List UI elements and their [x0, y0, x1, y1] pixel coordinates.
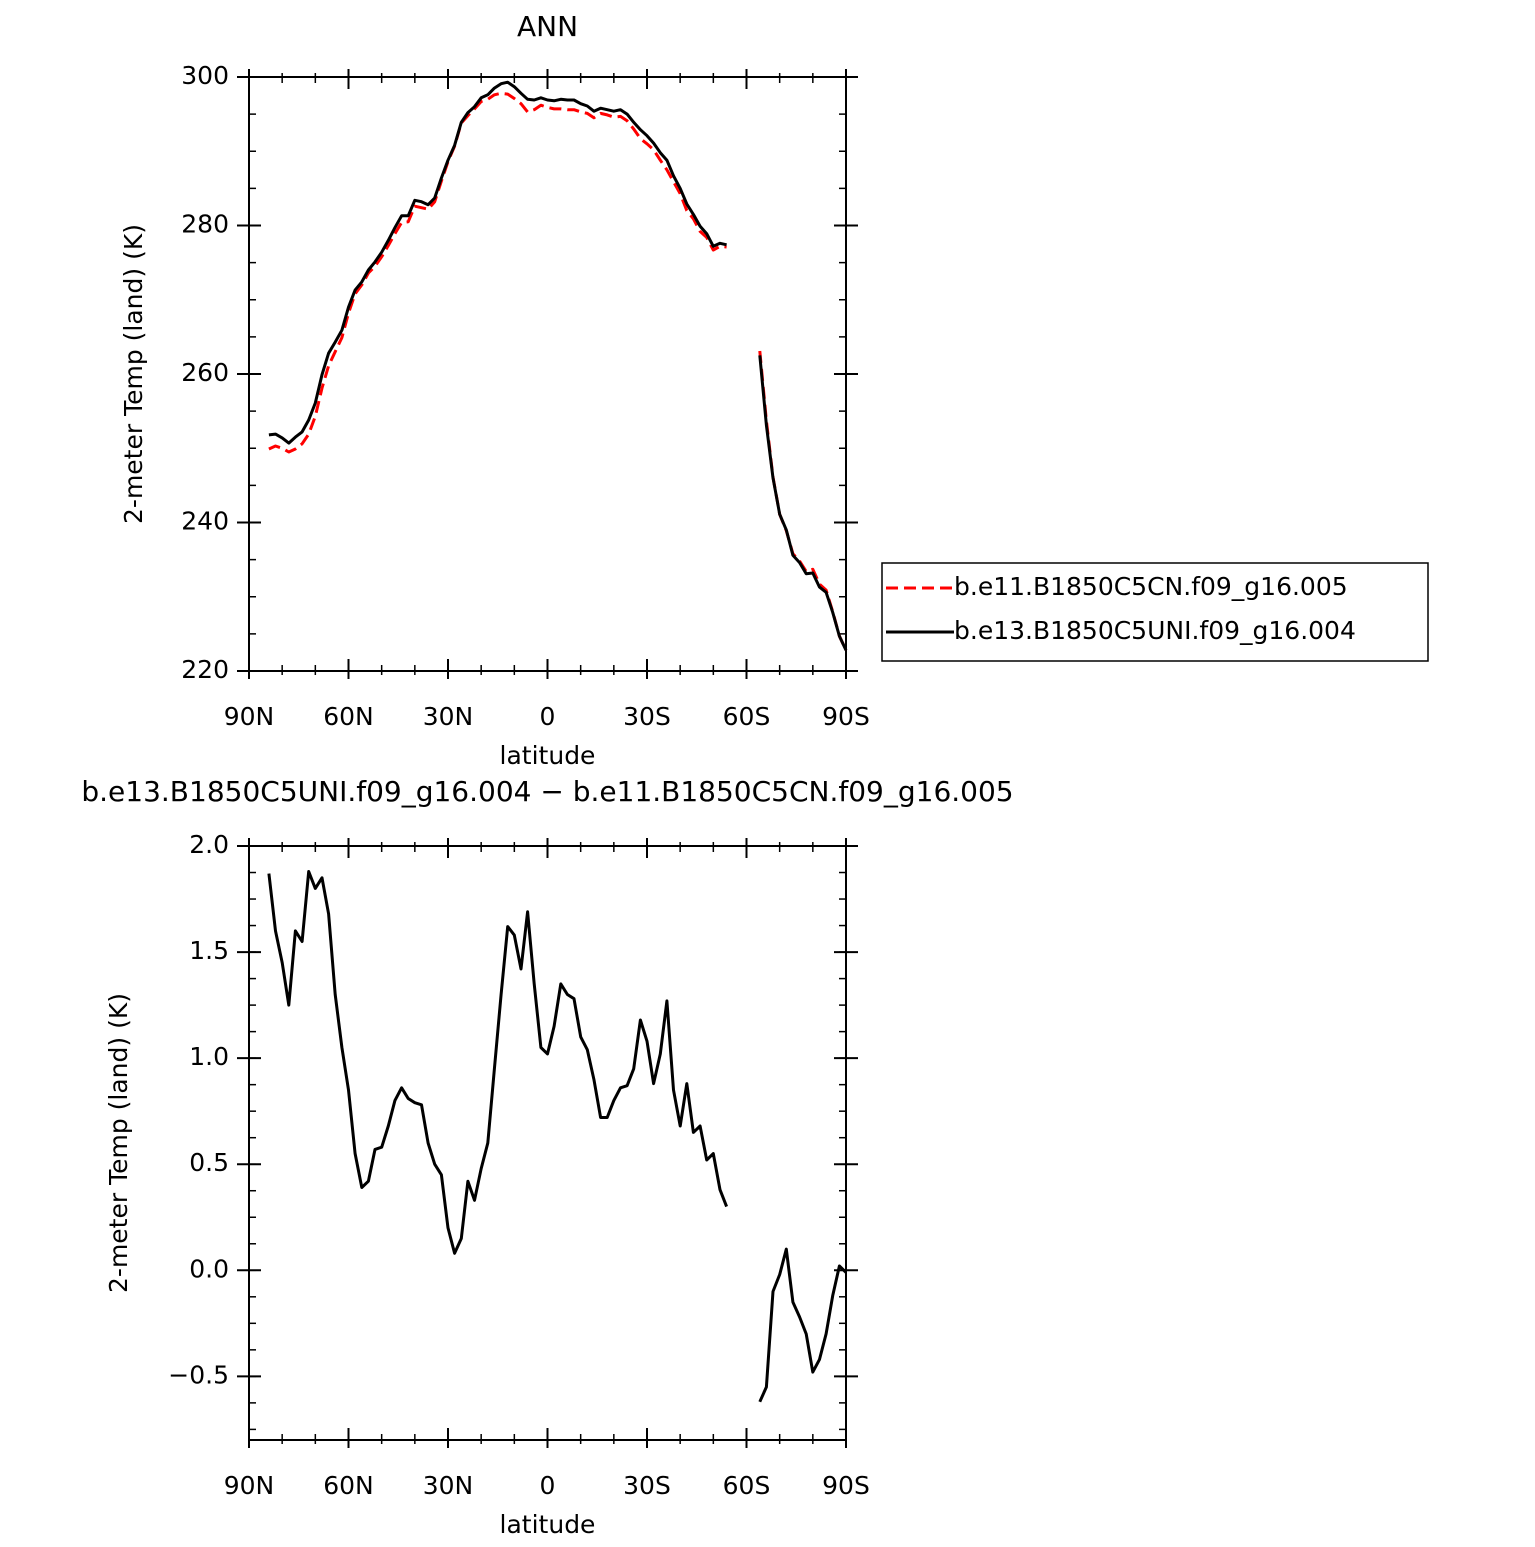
series-line: [268, 91, 848, 651]
y-tick-label: 1.5: [189, 936, 229, 965]
y-tick-label: 280: [181, 210, 229, 239]
x-tick-label: 30N: [423, 702, 474, 731]
x-tick-label: 60S: [723, 1471, 771, 1500]
legend-label: b.e13.B1850C5UNI.f09_g16.004: [954, 616, 1356, 645]
x-tick-label: 90N: [224, 702, 275, 731]
y-tick-label: 300: [181, 61, 229, 90]
x-tick-label: 0: [540, 1471, 556, 1500]
x-axis-label: latitude: [500, 1510, 596, 1539]
chart-title: b.e13.B1850C5UNI.f09_g16.004 − b.e11.B18…: [81, 775, 1013, 808]
legend-box: [881, 562, 1429, 662]
y-tick-label: 0.0: [189, 1254, 229, 1283]
x-tick-label: 30S: [623, 1471, 671, 1500]
y-axis-label: 2-meter Temp (land) (K): [104, 993, 133, 1293]
series-line: [267, 870, 848, 1403]
chart-title: ANN: [517, 10, 578, 43]
y-tick-label: 1.0: [189, 1042, 229, 1071]
x-tick-label: 30N: [423, 1471, 474, 1500]
x-axis-label: latitude: [500, 741, 596, 770]
plot-frame: [248, 76, 847, 672]
x-tick-label: 90N: [224, 1471, 275, 1500]
x-tick-label: 60N: [323, 702, 374, 731]
y-tick-label: 260: [181, 358, 229, 387]
y-tick-label: −0.5: [168, 1360, 229, 1389]
y-axis-label: 2-meter Temp (land) (K): [119, 224, 148, 524]
y-tick-label: 240: [181, 507, 229, 536]
y-tick-label: 220: [181, 655, 229, 684]
y-tick-label: 2.0: [189, 830, 229, 859]
y-tick-label: 0.5: [189, 1148, 229, 1177]
x-tick-label: 0: [540, 702, 556, 731]
legend-label: b.e11.B1850C5CN.f09_g16.005: [954, 572, 1348, 601]
x-tick-label: 90S: [822, 1471, 870, 1500]
series-line: [268, 80, 848, 651]
x-tick-label: 60S: [723, 702, 771, 731]
x-tick-label: 60N: [323, 1471, 374, 1500]
x-tick-label: 90S: [822, 702, 870, 731]
x-tick-label: 30S: [623, 702, 671, 731]
plot-frame: [248, 845, 847, 1441]
